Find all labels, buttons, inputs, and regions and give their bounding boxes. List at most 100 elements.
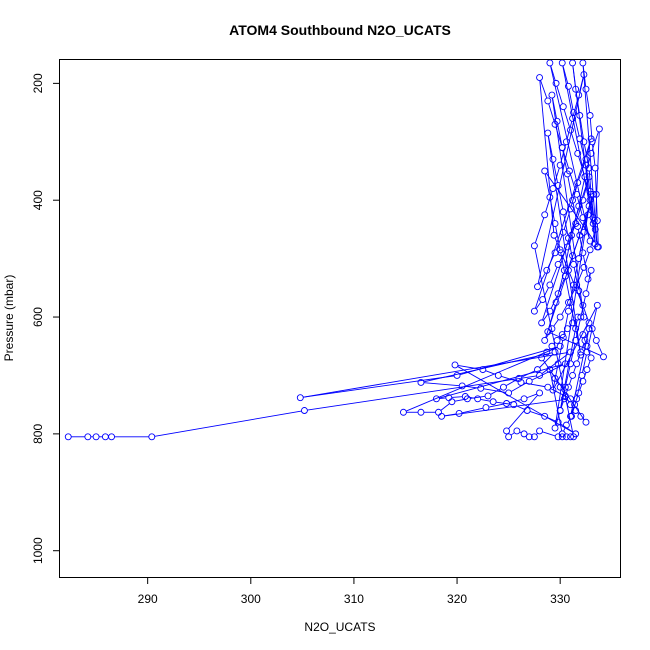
data-point (546, 60, 554, 67)
data-point (590, 217, 598, 225)
data-point (543, 348, 551, 356)
data-point (564, 234, 572, 242)
series-line-segment (423, 382, 460, 387)
data-point (577, 412, 585, 420)
data-point (530, 433, 538, 441)
data-point (558, 430, 566, 438)
data-point (579, 331, 587, 339)
plot-frame (59, 59, 621, 578)
series-line-segment (547, 135, 553, 157)
data-point (556, 161, 564, 169)
data-point (300, 407, 308, 414)
data-point (500, 383, 507, 391)
series-line-segment (573, 267, 579, 288)
series-line-segment (572, 203, 578, 224)
series-line-segment (558, 278, 565, 292)
series-line-segment (582, 354, 587, 373)
series-line-segment (587, 331, 592, 350)
series-line-segment (563, 314, 569, 335)
series-line-segment (535, 301, 542, 310)
data-point (567, 298, 574, 306)
data-point (567, 205, 574, 213)
data-point (579, 60, 587, 67)
data-point (484, 392, 492, 400)
data-point (580, 71, 588, 79)
data-point (554, 182, 562, 190)
data-point (530, 242, 538, 250)
series-line-segment (563, 211, 571, 230)
series-line-segment (451, 396, 463, 398)
data-point (503, 427, 511, 435)
data-point (570, 281, 578, 289)
y-tick-label: 200 (31, 73, 45, 93)
series-line-segment (577, 229, 583, 250)
series-line-segment (572, 65, 576, 87)
y-tick-label: 1000 (31, 537, 45, 564)
series-line-segment (568, 89, 574, 110)
series-line-segment (303, 375, 455, 398)
series-line-segment (569, 173, 577, 192)
data-point (561, 392, 569, 400)
series-line-segment (595, 197, 598, 218)
data-point (534, 283, 541, 291)
series-line-segment (488, 403, 504, 408)
series-line-segment (510, 432, 515, 436)
data-point (556, 383, 564, 391)
series-line-segment (585, 92, 591, 113)
series-line-segment (540, 80, 548, 99)
data-point (544, 129, 552, 137)
series-line-segment (154, 410, 302, 437)
series-line-segment (561, 304, 568, 315)
series-line-segment (594, 131, 600, 227)
data-point (541, 412, 549, 420)
series-line-segment (585, 331, 589, 338)
data-point (577, 351, 585, 359)
data-point (581, 336, 589, 344)
series-line-segment (563, 214, 569, 236)
series-line-segment (583, 337, 587, 344)
data-point (550, 231, 558, 239)
series-line-segment (588, 171, 592, 192)
data-point (505, 433, 513, 441)
data-point (572, 325, 580, 333)
data-point (554, 261, 562, 268)
data-point (510, 401, 518, 409)
series-line-segment (592, 308, 598, 326)
data-point (572, 336, 580, 344)
series-line-segment (561, 255, 568, 268)
series-line-segment (557, 124, 563, 145)
series-line-segment (549, 372, 563, 432)
data-point (482, 404, 490, 412)
data-point (559, 208, 567, 216)
data-point (595, 125, 603, 133)
data-point (544, 328, 552, 336)
series-line-segment (562, 150, 570, 169)
series-line-segment (508, 394, 538, 429)
data-point (570, 109, 578, 117)
series-line-segment (552, 97, 557, 119)
data-point (588, 138, 596, 146)
data-point (569, 319, 577, 327)
data-point (580, 138, 588, 146)
data-point (494, 372, 502, 379)
series-line-segment (548, 305, 556, 329)
data-point (586, 112, 594, 119)
series-line-segment (575, 395, 579, 402)
series-line-segment (582, 65, 587, 87)
series-line-segment (584, 208, 589, 230)
data-point (536, 389, 544, 397)
data-point (474, 395, 482, 403)
data-point (479, 366, 487, 374)
data-point (556, 246, 564, 254)
series-line-segment (562, 65, 594, 221)
data-point (517, 379, 525, 386)
series-line-segment (526, 393, 537, 399)
y-tick-label: 800 (31, 424, 45, 444)
series-line-segment (594, 171, 597, 192)
data-point (562, 421, 570, 429)
data-point (586, 187, 594, 195)
data-point (544, 97, 552, 105)
data-point (559, 228, 567, 236)
data-point (448, 398, 456, 406)
data-point (463, 395, 471, 403)
